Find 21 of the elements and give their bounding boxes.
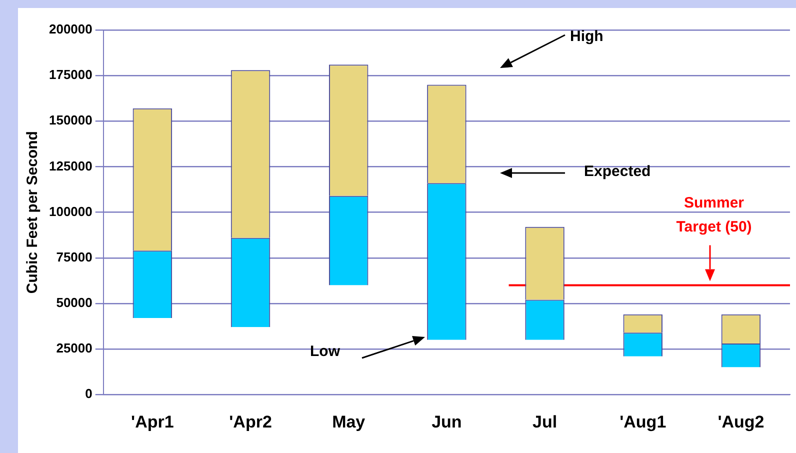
y-axis-title: Cubic Feet per Second [24, 131, 42, 294]
y-tick-label: 25000 [56, 340, 92, 356]
x-tick-label: Jul [532, 412, 558, 432]
x-tick-label: May [332, 412, 366, 432]
y-tick-label: 0 [85, 386, 92, 402]
y-tick-label: 125000 [48, 158, 92, 174]
x-tick-label: Jun [432, 412, 462, 432]
y-tick-label: 100000 [48, 204, 92, 219]
y-tick-label: 200000 [48, 22, 92, 37]
x-tick-label: 'Aug1 [620, 412, 666, 432]
annotation: Expected [584, 163, 651, 180]
y-tick-label: 175000 [48, 67, 92, 82]
x-tick-label: 'Apr1 [131, 412, 174, 432]
x-tick-label: 'Aug2 [718, 412, 764, 432]
y-tick-label: 75000 [56, 249, 92, 264]
annotation: Low [310, 343, 340, 360]
ref-line-label: Summer Target (50) [676, 194, 752, 236]
x-tick-label: 'Apr2 [229, 412, 272, 432]
y-tick-label: 150000 [48, 112, 92, 128]
annotation: High [570, 28, 604, 46]
y-tick-label: 50000 [56, 295, 92, 310]
